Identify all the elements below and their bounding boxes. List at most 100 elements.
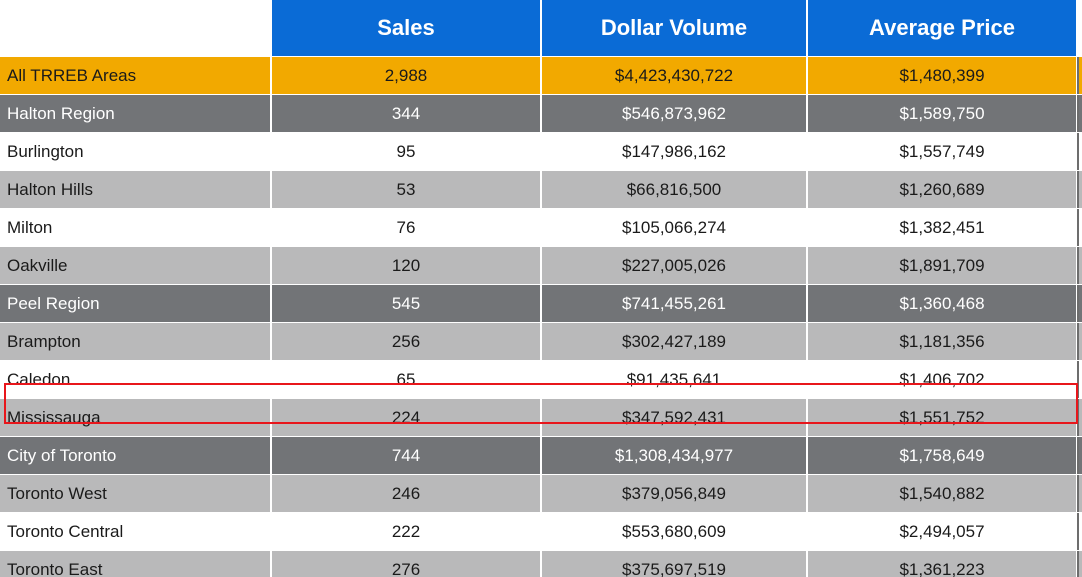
sales-value: 76 bbox=[396, 217, 416, 237]
sales-value: 344 bbox=[391, 103, 421, 123]
area-name: Milton bbox=[7, 217, 53, 237]
dollar-volume-value: $227,005,026 bbox=[622, 255, 726, 275]
table-edge bbox=[1077, 133, 1079, 170]
column-divider bbox=[270, 57, 272, 94]
column-divider bbox=[270, 437, 272, 474]
table-row: Toronto East 276 $375,697,519 $1,361,223 bbox=[0, 551, 1082, 577]
column-divider bbox=[806, 551, 808, 577]
area-name: All TRREB Areas bbox=[7, 65, 137, 85]
area-name: Toronto East bbox=[7, 559, 103, 577]
average-price-value: $1,540,882 bbox=[899, 483, 985, 503]
dollar-volume-value: $379,056,849 bbox=[622, 483, 726, 503]
column-divider bbox=[806, 399, 808, 436]
dollar-volume-value: $553,680,609 bbox=[622, 521, 726, 541]
column-divider bbox=[806, 285, 808, 322]
column-divider bbox=[540, 285, 542, 322]
dollar-volume-value: $4,423,430,722 bbox=[614, 65, 734, 85]
column-divider bbox=[270, 475, 272, 512]
table-row: Peel Region 545 $741,455,261 $1,360,468 bbox=[0, 285, 1082, 323]
column-divider bbox=[540, 57, 542, 94]
sales-value: 246 bbox=[391, 483, 421, 503]
column-divider bbox=[806, 323, 808, 360]
average-price-value: $1,557,749 bbox=[899, 141, 985, 161]
column-divider bbox=[270, 247, 272, 284]
table-row: Milton 76 $105,066,274 $1,382,451 bbox=[0, 209, 1082, 247]
average-price-value: $1,181,356 bbox=[899, 331, 985, 351]
table-edge bbox=[1077, 57, 1079, 94]
column-divider bbox=[806, 95, 808, 132]
table-row-highlighted: Mississauga 224 $347,592,431 $1,551,752 bbox=[0, 399, 1082, 437]
average-price-value: $1,406,702 bbox=[899, 369, 985, 389]
column-divider bbox=[806, 437, 808, 474]
dollar-volume-value: $147,986,162 bbox=[622, 141, 726, 161]
column-divider bbox=[270, 399, 272, 436]
average-price-value: $1,891,709 bbox=[899, 255, 985, 275]
table-edge bbox=[1077, 551, 1079, 577]
table-body: All TRREB Areas 2,988 $4,423,430,722 $1,… bbox=[0, 57, 1082, 577]
table-row: Toronto Central 222 $553,680,609 $2,494,… bbox=[0, 513, 1082, 551]
sales-value: 53 bbox=[396, 179, 416, 199]
table-row: Oakville 120 $227,005,026 $1,891,709 bbox=[0, 247, 1082, 285]
table-row: Caledon 65 $91,435,641 $1,406,702 bbox=[0, 361, 1082, 399]
table-edge bbox=[1077, 475, 1079, 512]
dollar-volume-value: $302,427,189 bbox=[622, 331, 726, 351]
average-price-value: $2,494,057 bbox=[899, 521, 985, 541]
column-divider bbox=[806, 475, 808, 512]
dollar-volume-value: $66,816,500 bbox=[626, 179, 722, 199]
table-edge bbox=[1077, 437, 1079, 474]
column-divider bbox=[270, 285, 272, 322]
column-divider bbox=[806, 171, 808, 208]
column-divider bbox=[270, 171, 272, 208]
table-row: Halton Hills 53 $66,816,500 $1,260,689 bbox=[0, 171, 1082, 209]
sales-value: 2,988 bbox=[384, 65, 428, 85]
table-row: All TRREB Areas 2,988 $4,423,430,722 $1,… bbox=[0, 57, 1082, 95]
average-price-value: $1,480,399 bbox=[899, 65, 985, 85]
average-price-value: $1,589,750 bbox=[899, 103, 985, 123]
sales-value: 95 bbox=[396, 141, 416, 161]
column-divider bbox=[270, 95, 272, 132]
area-name: City of Toronto bbox=[7, 445, 117, 465]
table-edge bbox=[1077, 513, 1079, 550]
dollar-volume-value: $91,435,641 bbox=[626, 369, 722, 389]
sales-value: 65 bbox=[396, 369, 416, 389]
area-name: Burlington bbox=[7, 141, 84, 161]
sales-value: 276 bbox=[391, 559, 421, 577]
column-divider bbox=[540, 95, 542, 132]
dollar-volume-value: $105,066,274 bbox=[622, 217, 726, 237]
column-divider bbox=[540, 323, 542, 360]
average-price-value: $1,382,451 bbox=[899, 217, 985, 237]
sales-value: 120 bbox=[391, 255, 421, 275]
sales-value: 222 bbox=[391, 521, 421, 541]
table-row: City of Toronto 744 $1,308,434,977 $1,75… bbox=[0, 437, 1082, 475]
column-divider bbox=[540, 247, 542, 284]
average-price-value: $1,260,689 bbox=[899, 179, 985, 199]
table-edge bbox=[1077, 171, 1079, 208]
column-divider bbox=[540, 475, 542, 512]
sales-value: 545 bbox=[391, 293, 421, 313]
table-edge bbox=[1077, 323, 1079, 360]
average-price-value: $1,758,649 bbox=[899, 445, 985, 465]
table-edge bbox=[1077, 247, 1079, 284]
column-divider bbox=[540, 551, 542, 577]
sales-value: 256 bbox=[391, 331, 421, 351]
dollar-volume-value: $347,592,431 bbox=[622, 407, 726, 427]
dollar-volume-value: $546,873,962 bbox=[622, 103, 726, 123]
column-divider bbox=[270, 323, 272, 360]
table-header: Sales Dollar Volume Average Price bbox=[0, 0, 1082, 57]
table-edge bbox=[1077, 95, 1079, 132]
header-average-price: Average Price bbox=[808, 0, 1076, 56]
table-edge bbox=[1077, 285, 1079, 322]
table-edge bbox=[1077, 361, 1079, 398]
column-divider bbox=[540, 437, 542, 474]
header-sales: Sales bbox=[272, 0, 540, 56]
area-name: Halton Region bbox=[7, 103, 115, 123]
average-price-value: $1,551,752 bbox=[899, 407, 985, 427]
average-price-value: $1,360,468 bbox=[899, 293, 985, 313]
table-row: Brampton 256 $302,427,189 $1,181,356 bbox=[0, 323, 1082, 361]
area-name: Peel Region bbox=[7, 293, 100, 313]
table-edge bbox=[1077, 399, 1079, 436]
column-divider bbox=[540, 399, 542, 436]
dollar-volume-value: $375,697,519 bbox=[622, 559, 726, 577]
area-name: Halton Hills bbox=[7, 179, 93, 199]
